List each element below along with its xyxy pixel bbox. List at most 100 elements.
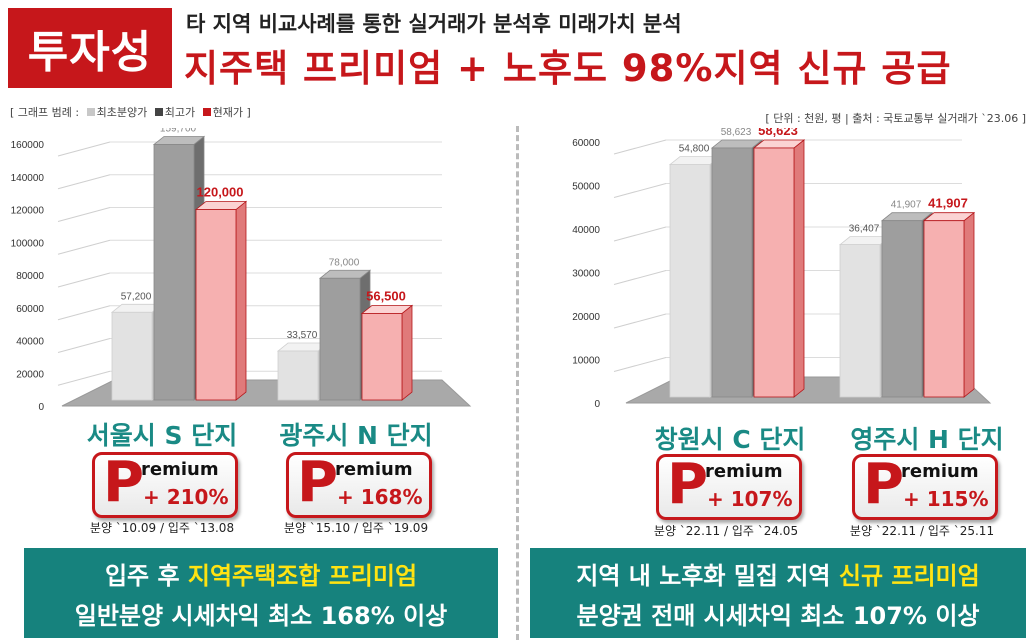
bar-chart-right: 0 10000 20000 30000 40000 50000 60000 54,800 58,… xyxy=(572,128,992,410)
premium-percent: + 115% xyxy=(903,487,989,511)
grid-line-diagonal xyxy=(57,239,111,255)
bar-side-left-1-2 xyxy=(401,304,413,401)
data-label-left-0-0: 57,200 xyxy=(121,291,152,302)
section-badge: 투자성 xyxy=(8,8,172,88)
premium-p-letter: P xyxy=(667,452,709,517)
premium-percent: + 210% xyxy=(143,485,229,509)
y-tick-label: 100000 xyxy=(11,238,45,249)
data-label-left-0-2: 120,000 xyxy=(197,185,244,200)
bar-left-0-2 xyxy=(195,209,237,401)
premium-box-gwangju: P remium + 168% xyxy=(286,450,432,518)
y-tick-label: 80000 xyxy=(16,271,44,282)
data-label-left-1-0: 33,570 xyxy=(287,330,318,341)
bar-right-0-2 xyxy=(753,147,795,398)
premium-word: remium xyxy=(901,461,979,482)
page-subtitle: 타 지역 비교사례를 통한 실거래가 분석후 미래가치 분석 xyxy=(186,12,682,36)
grid-line-diagonal xyxy=(613,313,667,329)
legend-label-max: 최고가 xyxy=(164,106,196,119)
premium-word: remium xyxy=(335,459,413,480)
bar-chart-left: 0 20000 40000 60000 80000 100000 120000 140000 1… xyxy=(11,128,472,413)
y-tick-label: 0 xyxy=(38,402,44,413)
data-label-left-0-1: 159,700 xyxy=(160,128,197,134)
grid-line-diagonal xyxy=(57,305,111,321)
grid-line-diagonal xyxy=(57,207,111,222)
grid-line-diagonal xyxy=(57,141,111,157)
data-label-right-0-1: 58,623 xyxy=(721,128,752,138)
data-label-right-1-0: 36,407 xyxy=(849,224,880,235)
y-tick-label: 40000 xyxy=(16,337,44,348)
legend-label-current: 현재가 xyxy=(212,106,243,119)
y-tick-label: 60000 xyxy=(16,304,44,315)
data-label-left-1-2: 56,500 xyxy=(366,288,406,303)
premium-word: remium xyxy=(705,461,783,482)
bar-right-1-0 xyxy=(839,244,881,398)
premium-box-yeongju: P remium + 115% xyxy=(852,452,998,520)
dates-seoul: 분양 `10.09 / 입주 `13.08 xyxy=(89,521,235,535)
grid-line-diagonal xyxy=(613,357,667,372)
y-tick-label: 40000 xyxy=(572,225,600,236)
bar-left-1-1 xyxy=(319,277,361,401)
y-tick-label: 60000 xyxy=(572,138,600,149)
premium-percent: + 107% xyxy=(707,487,793,511)
data-label-right-0-2: 58,623 xyxy=(758,128,798,138)
complex-name-changwon: 창원시 C 단지 xyxy=(654,425,806,454)
grid-line-diagonal xyxy=(613,183,667,198)
banner-left: 입주 후 지역주택조합 프리미엄 일반분양 시세차익 최소 168% 이상 xyxy=(24,548,498,638)
legend-label-initial: 최초분양가 xyxy=(96,106,148,119)
premium-word: remium xyxy=(141,459,219,480)
dates-changwon: 분양 `22.11 / 입주 `24.05 xyxy=(653,524,799,538)
premium-box-changwon: P remium + 107% xyxy=(656,452,802,520)
legend-swatch-current xyxy=(202,108,211,116)
bar-right-0-0 xyxy=(669,164,711,398)
bar-side-right-0-2 xyxy=(793,139,805,398)
data-label-right-0-0: 54,800 xyxy=(679,144,710,155)
grid-line-diagonal xyxy=(57,272,111,288)
legend-prefix: [ 그래프 범례 : xyxy=(10,106,83,119)
chart-legend: [ 그래프 범례 : 최초분양가 최고가 현재가 ] xyxy=(10,104,251,120)
dates-yeongju: 분양 `22.11 / 입주 `25.11 xyxy=(849,524,995,538)
page-headline: 지주택 프리미엄 + 노후도 98%지역 신규 공급 xyxy=(184,47,952,90)
data-label-left-1-1: 78,000 xyxy=(329,257,360,268)
banner-right-line2: 분양권 전매 시세차익 최소 107% 이상 xyxy=(576,602,980,630)
data-label-right-1-1: 41,907 xyxy=(891,200,922,211)
bar-left-0-0 xyxy=(111,311,153,401)
premium-p-letter: P xyxy=(863,452,905,517)
legend-suffix: ] xyxy=(246,106,251,119)
bar-left-0-1 xyxy=(153,144,195,401)
banner-left-line2: 일반분양 시세차익 최소 168% 이상 xyxy=(74,602,448,630)
section-divider xyxy=(516,126,519,640)
legend-swatch-max xyxy=(154,108,163,116)
y-tick-label: 20000 xyxy=(572,312,600,323)
grid-line-diagonal xyxy=(57,370,111,386)
units-source-note: [ 단위 : 천원, 평 | 출처 : 국토교통부 실거래가 `23.06 ] xyxy=(765,112,1026,125)
legend-swatch-initial xyxy=(86,108,95,116)
premium-box-seoul: P remium + 210% xyxy=(92,450,238,518)
banner-right-highlight: 신규 프리미엄 xyxy=(838,562,980,590)
y-tick-label: 140000 xyxy=(11,173,45,184)
banner-left-plain: 입주 후 xyxy=(104,562,188,590)
grid-line-diagonal xyxy=(57,174,111,190)
bar-left-1-2 xyxy=(361,313,403,401)
banner-right-plain: 지역 내 노후화 밀집 지역 xyxy=(576,562,839,590)
grid-line-diagonal xyxy=(613,270,667,285)
y-tick-label: 30000 xyxy=(572,269,600,280)
complex-name-yeongju: 영주시 H 단지 xyxy=(850,425,1004,454)
premium-p-letter: P xyxy=(297,450,339,515)
y-tick-label: 120000 xyxy=(11,206,45,217)
bar-right-1-1 xyxy=(881,220,923,398)
bar-side-right-1-2 xyxy=(963,211,975,398)
banner-left-highlight: 지역주택조합 프리미엄 xyxy=(187,562,418,590)
grid-line-diagonal xyxy=(613,139,667,155)
banner-right-line1: 지역 내 노후화 밀집 지역 신규 프리미엄 xyxy=(530,556,1026,591)
y-tick-label: 160000 xyxy=(11,140,45,151)
premium-p-letter: P xyxy=(103,450,145,515)
bar-right-1-2 xyxy=(923,220,965,398)
bar-side-left-0-2 xyxy=(235,200,247,401)
y-tick-label: 0 xyxy=(594,399,600,410)
banner-left-line1: 입주 후 지역주택조합 프리미엄 xyxy=(24,556,498,591)
bar-right-0-1 xyxy=(711,147,753,398)
grid-line-diagonal xyxy=(613,226,667,242)
y-tick-label: 50000 xyxy=(572,182,600,193)
y-tick-label: 20000 xyxy=(16,369,44,380)
premium-percent: + 168% xyxy=(337,485,423,509)
